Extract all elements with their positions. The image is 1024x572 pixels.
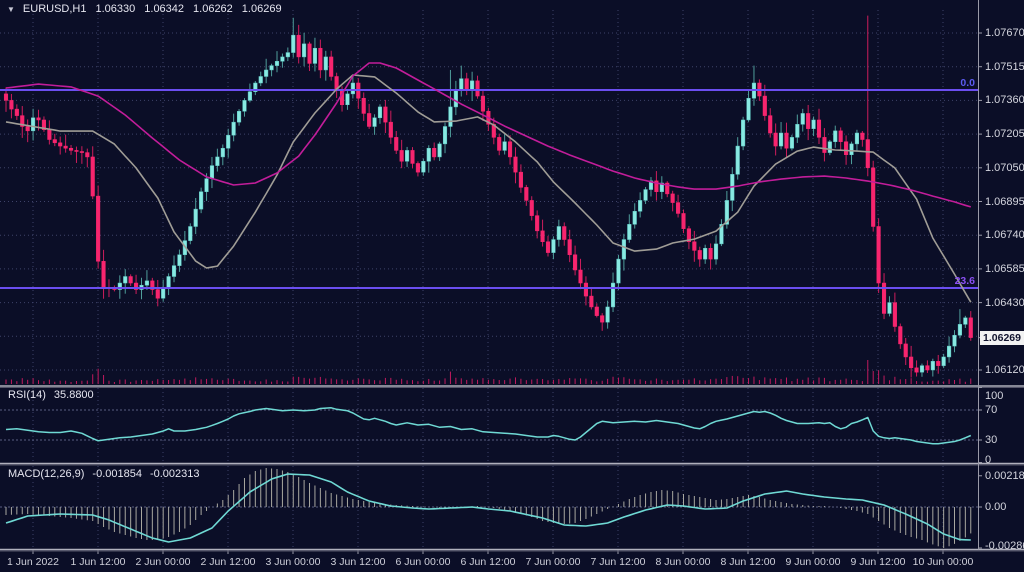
price-axis-label: 1.07670 [985,27,1024,39]
time-axis-label: 7 Jun 12:00 [590,556,646,568]
macd-axis-label: -0.002867 [985,540,1024,552]
time-axis-label: 9 Jun 12:00 [850,556,906,568]
ohlc-close-value: 1.06269 [241,3,282,15]
macd-main-value: -0.001854 [92,468,142,480]
time-axis-label: 3 Jun 00:00 [265,556,321,568]
moving-averages [5,62,972,303]
fibonacci-lines [0,88,978,290]
volume-bars [5,360,972,384]
time-axis-label: 2 Jun 12:00 [200,556,256,568]
symbol-dropdown-icon[interactable]: ▼ [7,4,15,14]
chart-header: ▼ EURUSD,H1 1.06330 1.06342 1.06262 1.06… [7,3,282,15]
time-axis-label: 2 Jun 00:00 [135,556,191,568]
fib-level-label-23-6: 23.6 [954,275,975,288]
rsi-indicator-label: RSI(14) 35.8800 [8,389,94,401]
price-axis-label: 1.07515 [985,60,1024,73]
price-axis-label: 1.07360 [985,94,1024,107]
symbol-timeframe-label: EURUSD,H1 [22,3,87,15]
time-axis-label: 1 Jun 2022 [7,556,59,568]
current-price-tag: 1.06269 [980,330,1024,345]
price-axis-label: 1.06895 [985,195,1024,208]
price-axis-label: 1.06430 [985,296,1024,309]
rsi-axis-label: 0 [985,454,992,466]
macd-signal-value: -0.002313 [149,468,200,480]
rsi-name: RSI(14) [8,389,46,401]
panel-separators [0,0,1024,552]
ohlc-open-value: 1.06330 [95,3,136,15]
ohlc-high-value: 1.06342 [144,3,185,15]
macd-indicator-label: MACD(12,26,9) -0.001854 -0.002313 [8,468,200,480]
price-axis-label: 1.06585 [985,262,1024,275]
ohlc-low-value: 1.06262 [193,3,233,15]
price-axis-label: 1.06120 [985,364,1024,376]
time-axis-label: 7 Jun 00:00 [525,556,581,568]
rsi-axis-label: 70 [985,404,998,416]
rsi-value: 35.8800 [53,389,94,401]
rsi-axis-label: 100 [985,390,1004,402]
price-axis-label: 1.07205 [985,128,1024,141]
macd-name: MACD(12,26,9) [8,468,85,480]
time-axis-label: 9 Jun 00:00 [785,556,841,568]
time-axis-label: 8 Jun 00:00 [655,556,711,568]
price-axis-label: 1.07050 [985,161,1024,174]
macd-axis-label: 0.00 [985,501,1007,513]
time-axis-label: 3 Jun 12:00 [330,556,386,568]
rsi-axis-label: 30 [985,434,998,446]
time-axis-label: 6 Jun 00:00 [395,556,451,568]
macd-panel [5,468,972,548]
time-axis-label: 1 Jun 12:00 [70,556,126,568]
macd-axis-label: 0.002186 [985,469,1024,482]
time-axis-label: 6 Jun 12:00 [460,556,516,568]
time-axis-label: 8 Jun 12:00 [720,556,776,568]
rsi-panel [5,407,972,445]
fib-level-label-0-0: 0.0 [960,76,975,89]
time-axis-label: 10 Jun 00:00 [912,556,974,568]
price-axis-label: 1.06740 [985,229,1024,242]
